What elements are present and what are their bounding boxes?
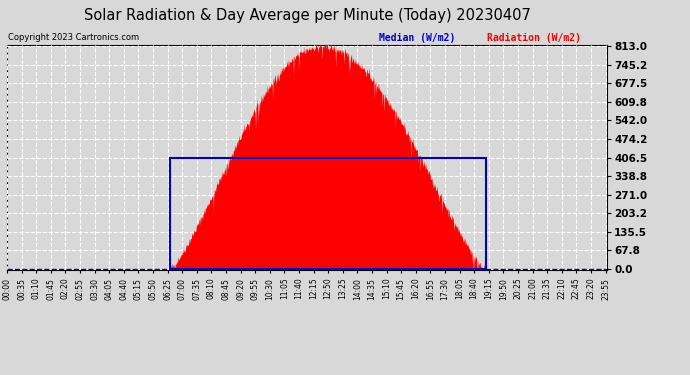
Text: Radiation (W/m2): Radiation (W/m2) — [487, 33, 581, 43]
Bar — [170, 158, 486, 268]
Text: Copyright 2023 Cartronics.com: Copyright 2023 Cartronics.com — [8, 33, 139, 42]
Title: Solar Radiation & Day Average per Minute (Today) 20230407: Solar Radiation & Day Average per Minute… — [83, 8, 531, 23]
Text: Median (W/m2): Median (W/m2) — [379, 33, 455, 43]
